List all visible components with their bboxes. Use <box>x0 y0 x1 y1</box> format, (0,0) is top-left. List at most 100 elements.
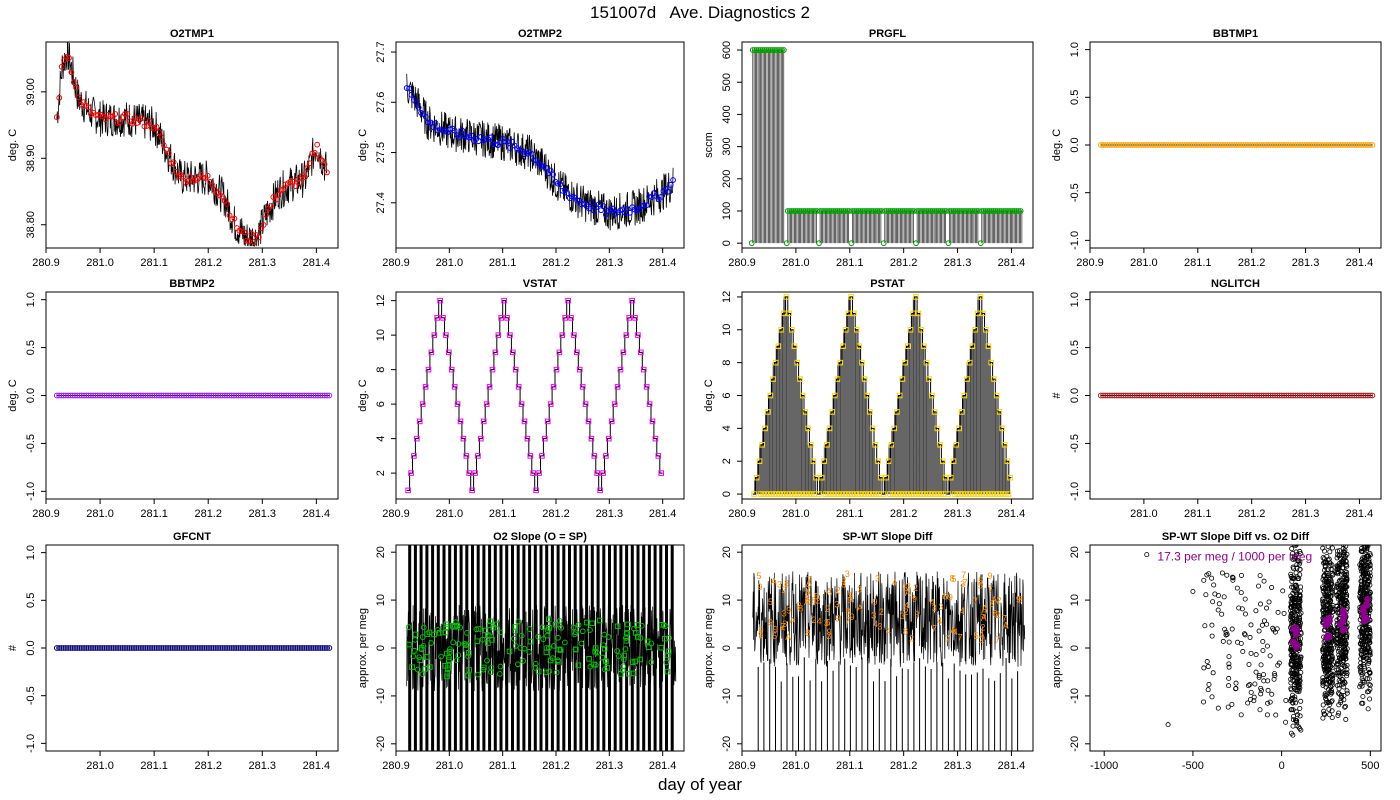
scatter-point <box>1339 577 1345 583</box>
data-point <box>810 208 816 214</box>
scatter-point <box>1337 537 1341 541</box>
scatter-point <box>1290 700 1296 706</box>
scatter-point <box>1255 583 1261 589</box>
data-point-label: A <box>950 626 956 636</box>
data-point <box>496 670 503 677</box>
cluster-mean-point <box>1341 625 1348 633</box>
scatter-point <box>1341 684 1347 690</box>
data-point <box>996 409 1003 415</box>
plot-area <box>53 645 333 651</box>
scatter-point <box>1206 571 1212 577</box>
y-axis-label: # <box>1051 392 1063 399</box>
data-point <box>124 111 131 117</box>
plot-area <box>405 297 665 494</box>
data-point <box>416 418 423 425</box>
plot-frame <box>1089 41 1382 249</box>
scatter-point <box>1366 557 1372 563</box>
data-point <box>409 664 415 670</box>
data-point <box>853 326 860 333</box>
data-point <box>556 646 562 653</box>
y-tick-label: 6 <box>721 392 733 398</box>
data-point-label: A <box>785 632 791 642</box>
scatter-point <box>1291 566 1297 572</box>
data-point-label: 3 <box>871 610 876 620</box>
x-tick-label: 281.1 <box>140 257 168 269</box>
scatter-point <box>1225 704 1231 710</box>
chart-title: VSTAT <box>523 278 558 290</box>
data-point <box>495 332 502 338</box>
plot-area <box>53 42 330 247</box>
data-point <box>445 657 452 663</box>
data-point <box>545 616 552 623</box>
scatter-point <box>1329 570 1335 576</box>
scatter-point <box>1293 655 1299 661</box>
scatter-point <box>1289 610 1295 616</box>
data-point <box>969 343 976 350</box>
scatter-point <box>1329 545 1335 551</box>
data-point <box>521 418 528 425</box>
data-point <box>420 642 427 649</box>
data-point <box>425 119 432 126</box>
scatter-point <box>1219 570 1225 576</box>
data-point <box>587 663 594 670</box>
chart-title: GFCNT <box>173 531 211 543</box>
scatter-point <box>1367 696 1373 702</box>
cluster-mean-point <box>1363 601 1371 609</box>
x-tick-label: 281.1 <box>140 760 168 772</box>
data-point <box>837 359 844 366</box>
data-point <box>413 99 420 106</box>
data-point-label: 4 <box>886 626 891 636</box>
scatter-point <box>1361 679 1367 685</box>
data-point <box>870 208 877 214</box>
data-point <box>851 208 858 214</box>
scatter-point <box>1293 709 1299 715</box>
scatter-point <box>1329 589 1335 595</box>
data-point <box>800 208 807 214</box>
data-point <box>427 664 433 670</box>
x-tick-label: 281.3 <box>596 508 624 520</box>
data-point <box>544 632 550 639</box>
scatter-point <box>1245 700 1251 706</box>
scatter-point <box>1298 636 1304 642</box>
scatter-point <box>1340 659 1346 665</box>
data-point <box>406 641 412 648</box>
data-point <box>992 208 999 214</box>
data-point <box>749 47 756 53</box>
data-point <box>544 418 551 425</box>
y-tick-label: 27.6 <box>375 92 387 113</box>
scatter-point <box>1297 678 1303 684</box>
x-tick-label: 281.0 <box>436 760 464 772</box>
data-point <box>547 657 554 664</box>
data-point <box>424 654 430 660</box>
data-point <box>579 384 586 390</box>
data-point-label: 4 <box>892 577 897 587</box>
data-point-label: 8 <box>811 596 816 606</box>
data-point <box>972 326 978 333</box>
data-point <box>550 171 556 178</box>
scatter-point <box>1205 664 1211 670</box>
data-point <box>598 207 604 214</box>
scatter-point <box>1247 697 1253 703</box>
data-point <box>425 366 432 373</box>
y-tick-label: 10 <box>721 594 733 606</box>
scatter-point <box>1325 660 1331 666</box>
y-tick-label: 20 <box>721 546 733 558</box>
data-point <box>887 208 894 214</box>
scatter-point <box>1283 697 1289 703</box>
data-point <box>436 630 443 636</box>
data-point-label: 5 <box>814 591 819 601</box>
scatter-point <box>1297 685 1303 691</box>
scatter-point <box>1342 598 1348 604</box>
plot-area <box>1097 392 1376 399</box>
data-point <box>438 653 445 660</box>
x-tick-label: 280.9 <box>728 760 756 772</box>
scatter-point <box>1296 658 1302 664</box>
data-point <box>848 240 855 247</box>
data-point <box>446 654 452 661</box>
cluster-mean-point <box>1324 632 1332 639</box>
data-point-label: 3 <box>834 600 839 610</box>
data-point <box>454 622 460 629</box>
data-point <box>446 649 453 655</box>
scatter-point <box>1205 687 1211 693</box>
scatter-point <box>1359 700 1365 706</box>
